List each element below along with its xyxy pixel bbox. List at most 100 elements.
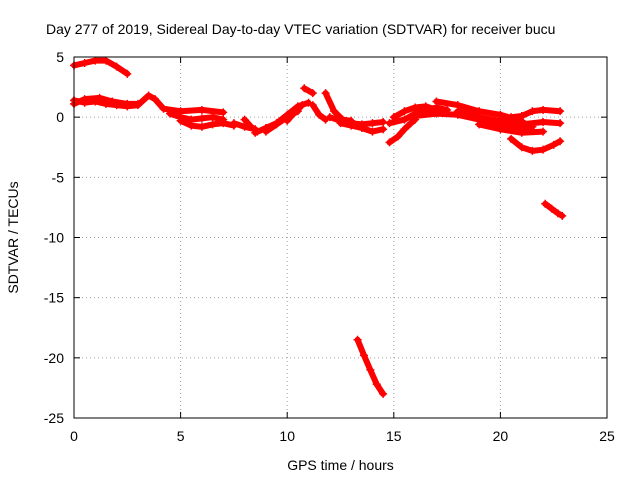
data-point	[366, 365, 375, 374]
data-point	[176, 116, 185, 125]
y-tick-label: -10	[44, 230, 64, 246]
data-point	[541, 199, 550, 208]
data-point	[539, 117, 548, 126]
data-point	[517, 111, 526, 120]
data-point	[308, 89, 317, 98]
data-point	[528, 146, 537, 155]
data-point	[289, 109, 298, 118]
data-point	[219, 119, 228, 128]
data-point	[385, 138, 394, 147]
y-tick-label: -25	[44, 410, 64, 426]
data-point	[368, 119, 377, 128]
data-point	[123, 99, 132, 108]
data-point	[547, 204, 556, 213]
data-point	[385, 119, 394, 128]
data-point	[421, 102, 430, 111]
data-point	[197, 105, 206, 114]
data-point	[208, 120, 217, 129]
data-point	[453, 107, 462, 116]
data-point	[353, 335, 362, 344]
data-point	[379, 125, 388, 134]
data-point	[330, 107, 339, 116]
data-point	[406, 119, 415, 128]
data-point	[411, 103, 420, 112]
data-point	[558, 211, 567, 220]
data-point	[315, 110, 324, 119]
data-point	[261, 127, 270, 136]
data-point	[101, 56, 110, 65]
data-point	[208, 113, 217, 122]
data-point	[321, 89, 330, 98]
x-tick-label: 15	[386, 428, 402, 444]
data-point	[123, 69, 132, 78]
data-point	[359, 351, 368, 360]
data-point	[300, 84, 309, 93]
data-point	[507, 113, 516, 122]
data-point	[379, 117, 388, 126]
x-tick-label: 25	[599, 428, 615, 444]
y-tick-label: -15	[44, 290, 64, 306]
y-tick-label: 5	[56, 49, 64, 65]
data-point	[229, 119, 238, 128]
data-point	[496, 116, 505, 125]
data-point	[517, 120, 526, 129]
data-point	[80, 95, 89, 104]
data-point	[368, 127, 377, 136]
data-point	[246, 122, 255, 131]
data-point	[528, 107, 537, 116]
data-point	[112, 62, 121, 71]
data-point	[539, 145, 548, 154]
data-point	[283, 116, 292, 125]
data-point	[400, 107, 409, 116]
data-point	[144, 91, 153, 100]
data-point	[108, 97, 117, 106]
data-point	[151, 95, 160, 104]
data-point	[80, 59, 89, 68]
data-point	[475, 120, 484, 129]
data-point	[517, 143, 526, 152]
data-point	[389, 113, 398, 122]
data-point	[556, 107, 565, 116]
x-axis-label: GPS time / hours	[287, 457, 394, 473]
y-axis-label: SDTVAR / TECUs	[5, 181, 21, 293]
data-point	[400, 125, 409, 134]
data-point	[95, 93, 104, 102]
data-point	[539, 127, 548, 136]
data-point	[187, 121, 196, 130]
data-point	[496, 125, 505, 134]
data-point	[347, 121, 356, 130]
data-point	[240, 115, 249, 124]
data-point	[251, 128, 260, 137]
data-point	[298, 101, 307, 110]
data-point	[159, 104, 168, 113]
data-point	[219, 108, 228, 117]
x-tick-label: 10	[279, 428, 295, 444]
data-point	[91, 56, 100, 65]
data-point	[556, 119, 565, 128]
data-point	[411, 111, 420, 120]
data-point	[400, 115, 409, 124]
data-point	[272, 120, 281, 129]
x-tick-label: 0	[70, 428, 78, 444]
data-point	[372, 380, 381, 389]
data-point	[308, 101, 317, 110]
data-point	[432, 109, 441, 118]
series-line-arc-j	[301, 85, 316, 97]
data-point	[517, 128, 526, 137]
data-point	[379, 389, 388, 398]
y-tick-label: 0	[56, 109, 64, 125]
series-line-arc-v	[476, 121, 546, 136]
data-point	[197, 114, 206, 123]
data-point	[394, 132, 403, 141]
data-layer	[70, 56, 567, 398]
data-point	[507, 134, 516, 143]
series-line-arc-y	[542, 200, 566, 219]
data-point	[357, 123, 366, 132]
x-tick-label: 20	[493, 428, 509, 444]
data-point	[336, 119, 345, 128]
data-point	[553, 209, 562, 218]
data-point	[556, 137, 565, 146]
data-point	[133, 99, 142, 108]
data-point	[549, 140, 558, 149]
